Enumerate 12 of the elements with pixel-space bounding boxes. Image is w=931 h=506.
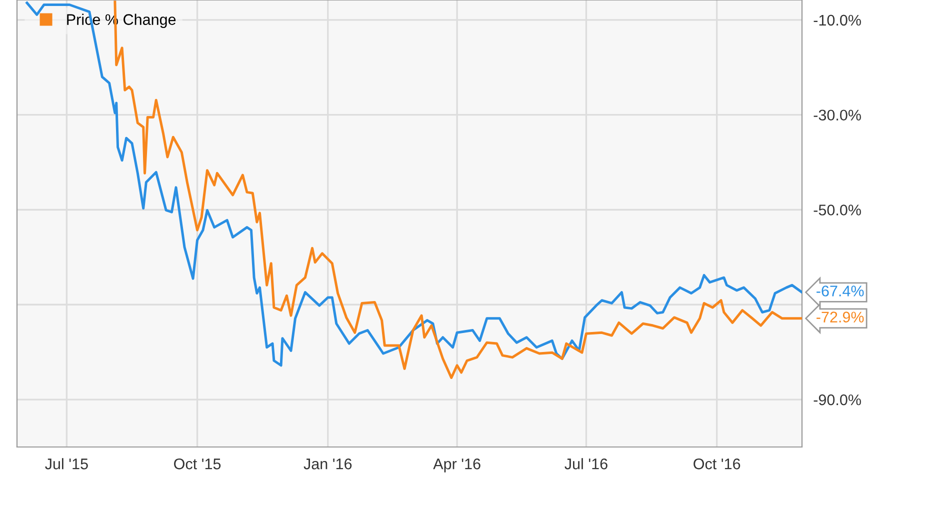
x-tick-label: Oct '15 [174,458,221,470]
y-tick-label: -30.0% [814,110,861,121]
x-tick-label: Apr '16 [433,458,480,472]
y-tick-label: -50.0% [814,204,861,216]
x-tick-label: Jul '15 [45,458,88,470]
y-tick-label: -10.0% [814,14,861,26]
annotation: -72.9% [816,312,864,323]
annotation: -67.4% [816,286,864,296]
x-tick-label: Jan '16 [304,458,352,470]
x-tick-label: Jul '16 [564,458,608,470]
y-tick-label: -90.0% [814,394,861,406]
x-tick-label: Oct '16 [694,458,740,470]
